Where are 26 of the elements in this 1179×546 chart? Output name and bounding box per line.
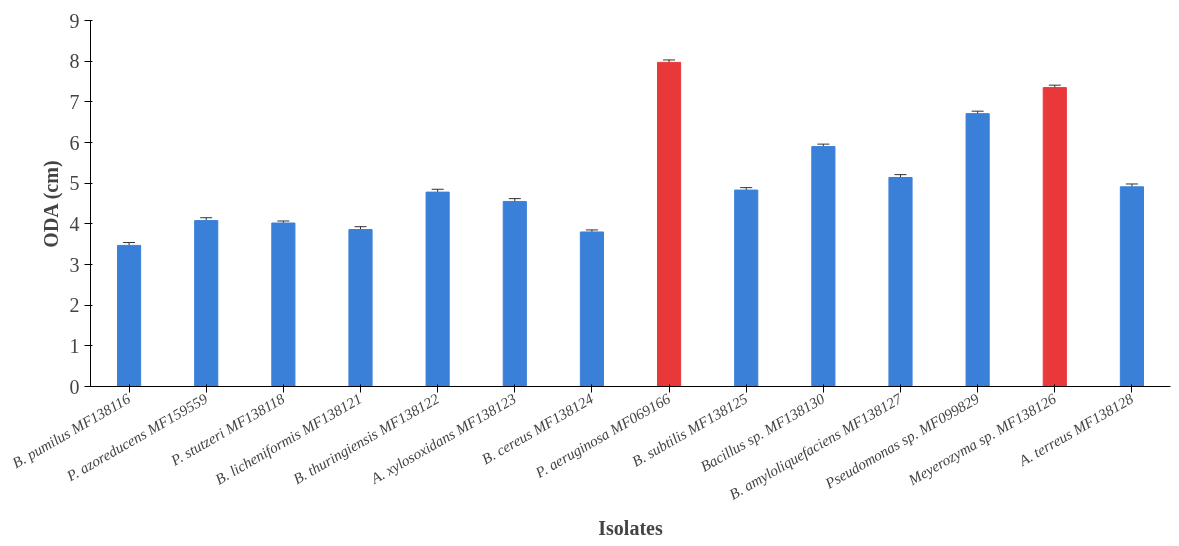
- x-axis-title: Isolates: [598, 517, 663, 540]
- y-axis-title: ODA (cm): [39, 160, 63, 248]
- y-tick-label: 7: [69, 90, 80, 113]
- bar: [579, 231, 604, 387]
- bar: [502, 200, 527, 387]
- y-tick-label: 9: [69, 9, 80, 32]
- bar: [271, 222, 296, 387]
- y-tick-label: 4: [69, 212, 80, 235]
- bar: [1042, 87, 1067, 387]
- bar: [657, 61, 682, 387]
- bar: [965, 113, 990, 387]
- y-tick-label: 1: [69, 334, 80, 357]
- bar: [425, 191, 450, 387]
- bar: [734, 189, 759, 387]
- bar: [888, 176, 913, 387]
- bar: [117, 244, 142, 387]
- bar: [194, 220, 219, 387]
- bar: [811, 146, 836, 387]
- bar: [348, 229, 373, 387]
- bar: [1119, 186, 1144, 387]
- y-tick-label: 2: [69, 294, 80, 317]
- y-tick-label: 8: [69, 50, 80, 73]
- y-tick-label: 0: [69, 375, 80, 398]
- y-tick-label: 6: [69, 131, 80, 154]
- y-tick-label: 5: [69, 172, 80, 195]
- y-tick-label: 3: [69, 253, 80, 276]
